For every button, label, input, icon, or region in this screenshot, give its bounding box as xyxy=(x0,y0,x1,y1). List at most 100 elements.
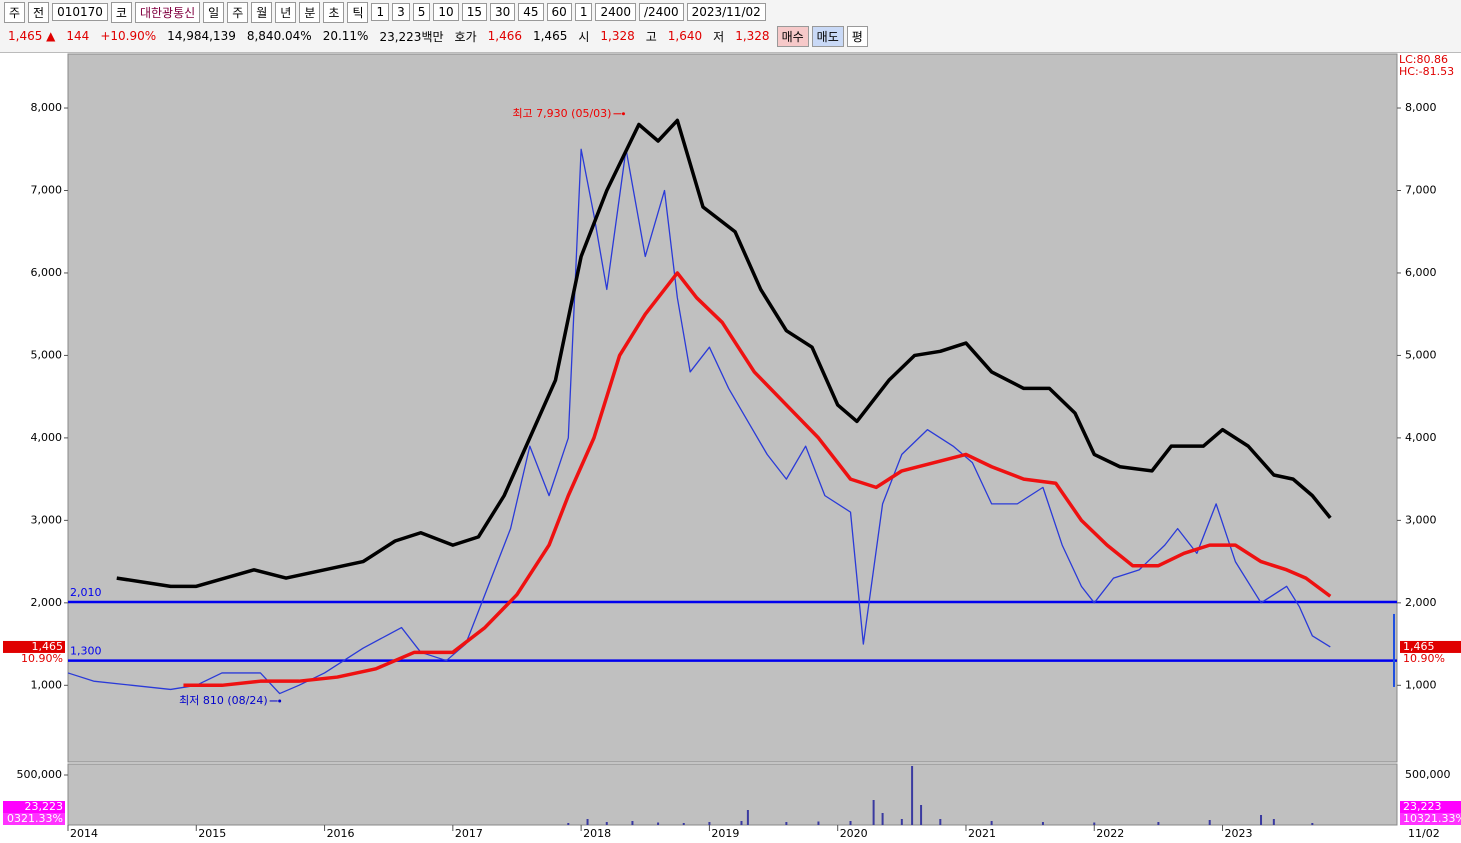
annotation: 최고 7,930 (05/03) xyxy=(512,107,611,120)
volume-ratio: 10321.33% xyxy=(1403,812,1461,825)
end-date-label: 11/02 xyxy=(1408,827,1440,840)
y-tick-label: 6,000 xyxy=(31,266,63,279)
last-change: 10.90% xyxy=(21,652,63,665)
toolbar-button[interactable]: 매도 xyxy=(811,25,844,47)
y-tick-label: 7,000 xyxy=(31,183,63,196)
annotation-point xyxy=(621,112,625,116)
toolbar-button[interactable]: 대한광통신 xyxy=(134,1,201,23)
y-tick-label: 8,000 xyxy=(31,101,63,114)
y-tick-label: 5,000 xyxy=(31,348,63,361)
toolbar-button[interactable]: 10 xyxy=(433,3,459,21)
x-tick-label: 2016 xyxy=(327,827,355,840)
toolbar-button[interactable]: 45 xyxy=(518,3,544,21)
quote-field: 시 xyxy=(578,29,590,44)
toolbar-button[interactable]: 월 xyxy=(251,1,273,23)
quote-field: 23,223백만 xyxy=(379,29,444,44)
x-tick-label: 2019 xyxy=(711,827,739,840)
y-tick-label: 4,000 xyxy=(1405,431,1437,444)
toolbar-button[interactable]: /2400 xyxy=(639,3,684,21)
toolbar-button[interactable]: 주 xyxy=(227,1,249,23)
quote-field: 저 xyxy=(713,29,725,44)
volume-last: 23,223 xyxy=(1403,800,1442,813)
x-tick-label: 2023 xyxy=(1225,827,1253,840)
quote-field: 144 xyxy=(66,29,90,43)
quote-field: 1,466 xyxy=(487,29,522,43)
annotation: 최저 810 (08/24) xyxy=(179,694,268,707)
toolbar-button[interactable]: 매수 xyxy=(776,25,809,47)
last-price-box xyxy=(1400,640,1461,653)
toolbar-button[interactable]: 1 xyxy=(371,3,390,21)
volume-bar xyxy=(1260,815,1263,825)
toolbar-button[interactable]: 주 xyxy=(4,1,26,23)
volume-bar xyxy=(817,821,820,825)
support-label: 2,010 xyxy=(70,586,102,599)
volume-bar xyxy=(631,821,634,825)
toolbar-button[interactable]: 3 xyxy=(392,3,410,21)
toolbar-button[interactable]: 틱 xyxy=(347,1,369,23)
volume-bar xyxy=(1208,820,1211,825)
toolbar-button[interactable]: 1 xyxy=(574,3,593,21)
y-tick-label: 7,000 xyxy=(1405,183,1437,196)
x-tick-label: 2020 xyxy=(840,827,868,840)
quote-field: 고 xyxy=(645,29,657,44)
volume-bar xyxy=(900,819,903,825)
quote-field: +10.90% xyxy=(100,29,157,43)
y-tick-label: 5,000 xyxy=(1405,348,1437,361)
quote-field: 14,984,139 xyxy=(167,29,236,43)
toolbar-button[interactable]: 분 xyxy=(299,1,321,23)
toolbar-button[interactable]: 60 xyxy=(546,3,572,21)
x-tick-label: 2022 xyxy=(1096,827,1124,840)
toolbar-button[interactable]: 년 xyxy=(275,1,297,23)
toolbar-button[interactable]: 2023/11/02 xyxy=(686,3,766,21)
volume-bar xyxy=(911,766,914,825)
y-tick-label: 2,000 xyxy=(1405,596,1437,609)
price-line xyxy=(116,118,1332,589)
volume-bar xyxy=(657,822,660,825)
y-tick-label: 6,000 xyxy=(1405,266,1437,279)
quote-field: 1,328 xyxy=(600,29,635,43)
toolbar-button[interactable]: 5 xyxy=(412,3,431,21)
volume-bar xyxy=(605,822,608,825)
toolbar: 주 전 010170 코 대한광통신 일 주 월 년 분 초 틱 1 3 5 10 15 30 45 60 1 2400/… xyxy=(0,0,1461,53)
volume-box xyxy=(3,801,65,813)
volume-bar xyxy=(682,823,685,825)
volume-box xyxy=(1400,801,1461,813)
volume-bar xyxy=(746,810,749,825)
volume-bar xyxy=(881,813,884,825)
volume-box xyxy=(1400,813,1461,825)
quote-field: 1,465 xyxy=(532,29,568,43)
price-line xyxy=(183,271,1332,688)
last-price-box xyxy=(3,640,65,653)
volume-bar xyxy=(740,821,743,825)
quote-field: 20.11% xyxy=(322,29,369,43)
y-tick-label: 4,000 xyxy=(31,431,63,444)
y-tick-label: 8,000 xyxy=(1405,101,1437,114)
y-tick-label: 3,000 xyxy=(1405,513,1437,526)
y-tick-label: 3,000 xyxy=(31,513,63,526)
toolbar-button[interactable]: 코 xyxy=(110,1,132,23)
volume-ratio: 0321.33% xyxy=(7,812,63,825)
volume-bar xyxy=(586,819,589,825)
toolbar-button[interactable]: 전 xyxy=(28,1,50,23)
quote-field: 1,328 xyxy=(735,29,770,43)
toolbar-button[interactable]: 일 xyxy=(203,1,225,23)
volume-bar xyxy=(990,821,993,825)
toolbar-button[interactable]: 30 xyxy=(489,3,516,21)
toolbar-button[interactable]: 010170 xyxy=(52,3,108,21)
volume-bar xyxy=(872,800,875,825)
last-change: 10.90% xyxy=(1403,652,1445,665)
plot-area xyxy=(67,53,1398,763)
toolbar-button[interactable]: 평 xyxy=(846,25,868,47)
toolbar-button[interactable]: 15 xyxy=(461,3,487,21)
quote-field: 1,640 xyxy=(667,29,703,43)
toolbar-row: 주 전 010170 코 대한광통신 일 주 월 년 분 초 틱 1 3 5 10 15 30 45 60 1 2400/… xyxy=(0,0,1461,24)
toolbar-button[interactable]: 초 xyxy=(323,1,345,23)
y-tick-label: 2,000 xyxy=(31,596,63,609)
volume-bar xyxy=(849,821,852,825)
indicator-label: LC:80.86 xyxy=(1399,53,1448,66)
x-tick-label: 2015 xyxy=(198,827,226,840)
toolbar-button[interactable]: 2400 xyxy=(595,3,636,21)
quote-field: 8,840.04% xyxy=(246,29,312,43)
y-tick-label: 500,000 xyxy=(17,768,63,781)
